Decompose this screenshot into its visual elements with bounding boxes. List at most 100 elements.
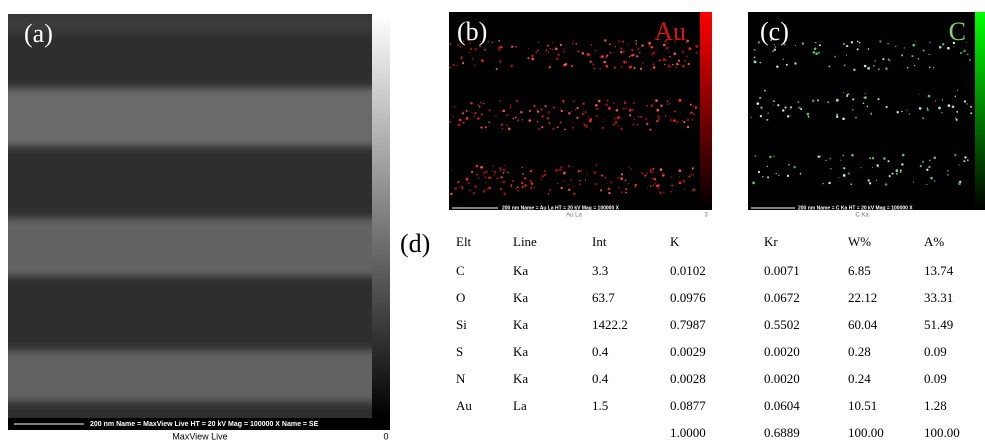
signal-dot [498,40,501,42]
signal-dot [843,167,846,170]
signal-dot [767,176,770,179]
signal-dot [451,106,453,107]
signal-dot [553,106,555,109]
signal-dot [851,153,854,157]
signal-dot [836,113,839,116]
signal-dot [678,99,681,102]
signal-dot [582,102,585,105]
signal-dot [543,169,546,173]
signal-dot [906,109,908,112]
signal-dot [933,67,935,69]
signal-dot [468,51,470,53]
signal-dot [485,126,487,129]
signal-dot [631,54,634,57]
signal-dot [492,165,494,167]
signal-dot [495,115,497,117]
signal-dot [888,59,891,62]
signal-dot [502,172,505,174]
signal-dot [584,124,588,128]
signal-dot [620,173,624,176]
signal-dot [563,180,566,183]
signal-dot [563,102,565,104]
signal-dot [474,64,476,66]
caption: MaxView Live [172,431,227,441]
signal-dot [639,115,643,119]
signal-dot [657,115,660,118]
signal-dot [684,60,686,62]
table-cell: O [456,290,465,305]
table-cell: 1422.2 [592,317,628,332]
signal-dot [529,186,533,190]
signal-dot [618,125,620,127]
signal-dot [605,103,608,106]
signal-dot [899,169,902,172]
caption: C Ka [855,213,869,219]
signal-dot [650,171,653,174]
signal-dot [775,172,777,175]
signal-dot [552,48,553,50]
signal-dot [597,118,599,120]
signal-dot [689,103,692,106]
signal-dot [563,50,565,53]
signal-dot [499,187,503,191]
signal-dot [449,115,451,117]
signal-dot [870,113,872,115]
signal-dot [460,185,464,189]
signal-dot [928,66,931,68]
signal-dot [628,108,632,112]
signal-dot [453,116,455,118]
signal-dot [590,44,593,46]
signal-dot [632,101,635,105]
table-cell: 0.0102 [670,263,706,278]
table-cell: 0.7987 [670,317,706,332]
signal-dot [867,66,870,70]
signal-dot [926,168,929,171]
signal-dot [883,157,886,160]
signal-dot [850,41,854,44]
signal-dot [586,53,590,56]
signal-dot [901,163,904,166]
signal-dot [460,55,463,59]
table-header: Elt [456,234,472,249]
signal-dot [827,101,830,104]
signal-dot [813,47,817,51]
signal-dot [449,121,451,123]
signal-dot [912,43,916,47]
signal-dot [493,173,496,176]
signal-dot [499,170,502,173]
table-cell: 0.0020 [764,344,800,359]
table-total: 100.00 [848,425,884,440]
signal-dot [572,166,574,168]
info-bar: 200 nm Name = C Ka HT = 20 kV Mag = 1000… [798,205,913,211]
signal-dot [627,44,630,46]
signal-dot [863,64,867,68]
signal-dot [664,40,667,43]
signal-dot [682,120,684,122]
signal-dot [652,184,654,187]
signal-dot [520,111,523,114]
signal-dot [477,104,479,106]
signal-dot [918,93,920,95]
signal-dot [607,187,611,190]
signal-dot [660,115,662,117]
signal-dot [500,176,503,179]
table-total: 0.6889 [764,425,800,440]
signal-dot [690,112,692,114]
signal-dot [510,185,512,188]
signal-dot [547,51,550,54]
signal-dot [912,181,915,183]
signal-dot [673,119,676,122]
signal-dot [651,177,654,179]
signal-dot [807,115,810,118]
signal-dot [845,54,847,56]
signal-dot [653,177,657,181]
signal-dot [450,169,453,171]
signal-dot [467,38,470,42]
signal-dot [579,179,581,182]
signal-dot [766,165,768,167]
signal-dot [595,115,598,118]
table-cell: 60.04 [848,317,878,332]
signal-dot [615,108,619,112]
signal-dot [555,57,559,60]
signal-dot [479,102,481,104]
